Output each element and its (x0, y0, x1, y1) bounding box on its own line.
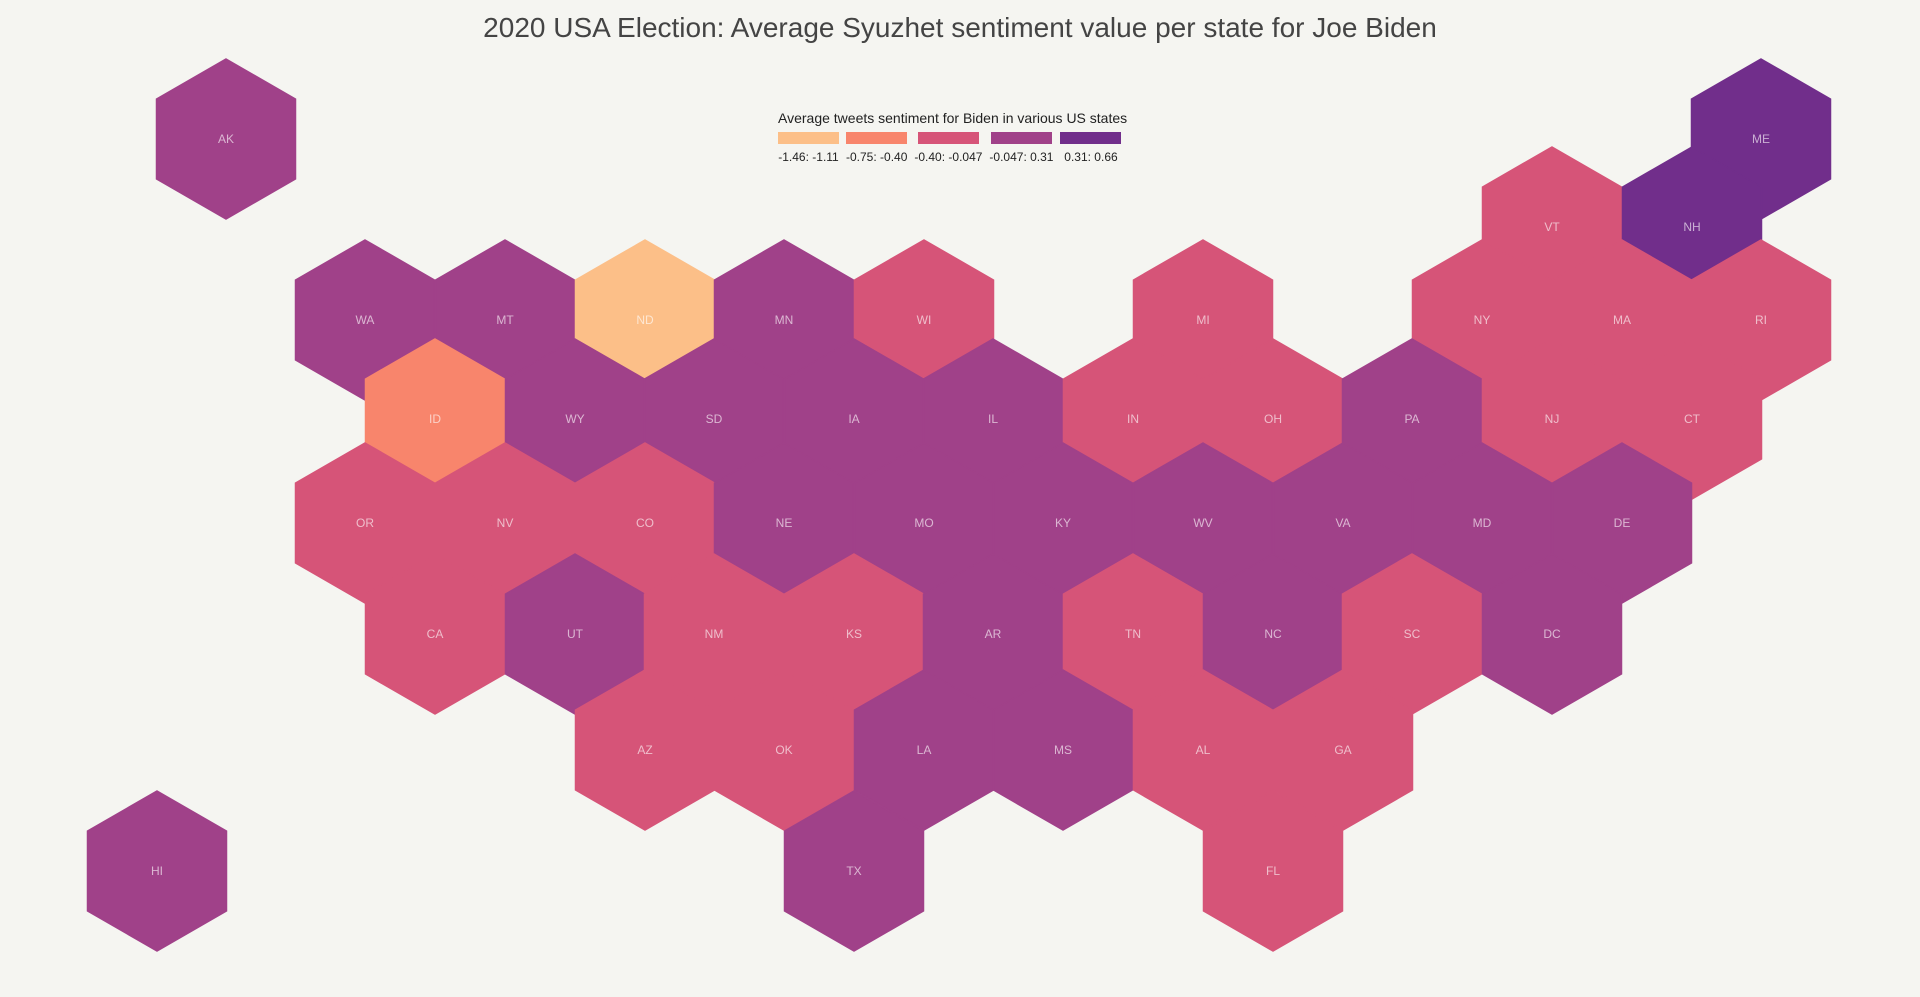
state-label: VT (1544, 220, 1560, 234)
state-label: SC (1404, 627, 1421, 641)
state-label: TX (846, 864, 861, 878)
state-label: NY (1474, 313, 1491, 327)
state-hex-shape[interactable] (364, 553, 506, 715)
state-hex-shape[interactable] (783, 790, 925, 952)
state-hex-ms[interactable]: MS (992, 669, 1134, 831)
legend-swatch (1060, 132, 1122, 144)
state-hex-la[interactable]: LA (853, 669, 995, 831)
legend-label: -0.047: 0.31 (989, 150, 1054, 164)
state-hex-tn[interactable]: TN (1062, 553, 1204, 715)
state-hex-tx[interactable]: TX (783, 790, 925, 952)
state-hex-ak[interactable]: AK (155, 58, 297, 220)
state-label: GA (1334, 743, 1351, 757)
state-hex-shape[interactable] (1202, 790, 1344, 952)
state-hex-shape[interactable] (1272, 669, 1414, 831)
state-label: MA (1613, 313, 1631, 327)
state-label: NV (497, 516, 514, 530)
state-label: MI (1196, 313, 1209, 327)
state-label: RI (1755, 313, 1767, 327)
state-hex-al[interactable]: AL (1132, 669, 1274, 831)
state-hex-ga[interactable]: GA (1272, 669, 1414, 831)
chart-title: 2020 USA Election: Average Syuzhet senti… (483, 12, 1437, 43)
state-label: KS (846, 627, 862, 641)
state-label: ID (429, 412, 441, 426)
legend-item[interactable]: -0.75: -0.40 (846, 132, 907, 164)
state-label: AK (218, 132, 234, 146)
state-label: CO (636, 516, 654, 530)
state-hex-shape[interactable] (992, 669, 1134, 831)
state-label: WI (917, 313, 932, 327)
legend-items: -1.46: -1.11 -0.75: -0.40 -0.40: -0.047 … (778, 132, 1127, 164)
legend-swatch (990, 132, 1052, 144)
state-label: LA (917, 743, 932, 757)
state-hex-shape[interactable] (155, 58, 297, 220)
legend: Average tweets sentiment for Biden in va… (778, 110, 1127, 164)
state-label: MS (1054, 743, 1072, 757)
state-label: ND (636, 313, 654, 327)
state-label: OK (775, 743, 792, 757)
state-label: CA (427, 627, 444, 641)
state-label: WY (565, 412, 584, 426)
legend-label: 0.31: 0.66 (1064, 150, 1118, 164)
state-label: UT (567, 627, 584, 641)
state-hex-shape[interactable] (86, 790, 228, 952)
state-hex-ok[interactable]: OK (713, 669, 855, 831)
state-label: HI (151, 864, 163, 878)
state-label: WA (356, 313, 375, 327)
state-label: MN (775, 313, 794, 327)
state-hex-ca[interactable]: CA (364, 553, 506, 715)
state-hex-fl[interactable]: FL (1202, 790, 1344, 952)
state-hex-shape[interactable] (713, 669, 855, 831)
legend-label: -1.46: -1.11 (778, 150, 839, 164)
state-hex-sc[interactable]: SC (1341, 553, 1483, 715)
legend-title: Average tweets sentiment for Biden in va… (778, 110, 1128, 126)
state-label: MD (1473, 516, 1492, 530)
legend-item[interactable]: -1.46: -1.11 (778, 132, 839, 164)
legend-swatch (846, 132, 908, 144)
legend-swatch (917, 132, 979, 144)
state-label: OR (356, 516, 374, 530)
state-hex-shape[interactable] (1481, 553, 1623, 715)
legend-swatch (778, 132, 839, 144)
legend-item[interactable]: -0.40: -0.047 (914, 132, 982, 164)
state-label: FL (1266, 864, 1280, 878)
state-label: NH (1683, 220, 1700, 234)
legend-item[interactable]: 0.31: 0.66 (1060, 132, 1122, 164)
state-label: AR (985, 627, 1002, 641)
state-label: MT (496, 313, 514, 327)
state-label: IN (1127, 412, 1139, 426)
state-label: IA (848, 412, 859, 426)
state-label: DE (1614, 516, 1631, 530)
state-hex-shape[interactable] (1132, 669, 1274, 831)
state-label: SD (706, 412, 723, 426)
state-label: KY (1055, 516, 1071, 530)
state-label: IL (988, 412, 998, 426)
state-label: AL (1196, 743, 1211, 757)
state-label: WV (1193, 516, 1212, 530)
legend-label: -0.75: -0.40 (846, 150, 908, 164)
state-label: ME (1752, 132, 1770, 146)
state-hex-hi[interactable]: HI (86, 790, 228, 952)
state-label: PA (1404, 412, 1419, 426)
state-label: VA (1335, 516, 1350, 530)
state-label: NE (776, 516, 793, 530)
state-hex-dc[interactable]: DC (1481, 553, 1623, 715)
legend-item[interactable]: -0.047: 0.31 (989, 132, 1053, 164)
legend-label: -0.40: -0.047 (914, 150, 983, 164)
state-label: OH (1264, 412, 1282, 426)
state-label: NC (1264, 627, 1282, 641)
state-label: DC (1543, 627, 1561, 641)
state-label: CT (1684, 412, 1701, 426)
state-label: TN (1125, 627, 1141, 641)
state-label: MO (914, 516, 933, 530)
state-label: NJ (1545, 412, 1560, 426)
state-label: NM (705, 627, 724, 641)
state-label: AZ (637, 743, 652, 757)
